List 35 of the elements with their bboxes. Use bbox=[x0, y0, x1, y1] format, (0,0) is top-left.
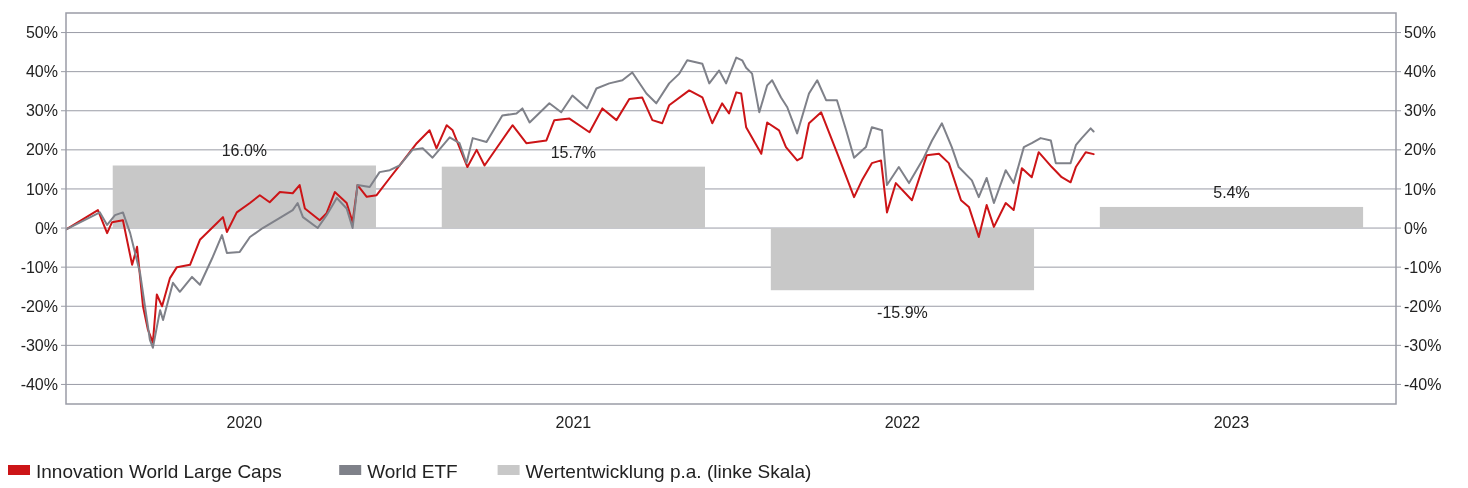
x-tick-label: 2022 bbox=[884, 414, 921, 431]
legend-label: World ETF bbox=[367, 461, 458, 482]
data-label: 16.0% bbox=[221, 142, 268, 160]
legend-label: Wertentwicklung p.a. (linke Skala) bbox=[525, 461, 812, 482]
y2-tick-label: -40% bbox=[1404, 376, 1442, 394]
legend-label: Innovation World Large Caps bbox=[36, 461, 282, 482]
y-tick-label: 40% bbox=[25, 63, 58, 81]
bar bbox=[770, 228, 1035, 291]
y-tick-label: 50% bbox=[25, 24, 58, 42]
x-tick-label: 2023 bbox=[1213, 414, 1250, 431]
y2-tick-label: 10% bbox=[1404, 180, 1437, 198]
x-tick-label: 2020 bbox=[226, 414, 263, 431]
x-tick-label: 2021 bbox=[555, 414, 592, 431]
y-tick-label: 20% bbox=[25, 141, 58, 159]
y2-tick-label: 50% bbox=[1404, 24, 1437, 42]
y2-tick-label: 40% bbox=[1404, 63, 1437, 81]
y2-tick-label: 30% bbox=[1404, 102, 1437, 120]
y-tick-label: -30% bbox=[20, 336, 58, 354]
bar bbox=[112, 165, 376, 229]
data-label: 5.4% bbox=[1213, 183, 1250, 201]
y-tick-label: -10% bbox=[20, 258, 58, 276]
y2-tick-label: -20% bbox=[1404, 297, 1442, 315]
y-tick-label: -20% bbox=[20, 297, 58, 315]
data-label: 15.7% bbox=[550, 143, 597, 161]
y-tick-label: -40% bbox=[20, 376, 58, 394]
y-tick-label: 0% bbox=[34, 219, 58, 237]
y-tick-label: 30% bbox=[25, 102, 58, 120]
y2-tick-label: -30% bbox=[1404, 336, 1442, 354]
bar bbox=[441, 166, 706, 229]
y2-tick-label: 20% bbox=[1404, 141, 1437, 159]
y-tick-label: 10% bbox=[25, 180, 58, 198]
bar bbox=[1099, 206, 1364, 229]
y2-tick-label: 0% bbox=[1404, 219, 1428, 237]
data-label: -15.9% bbox=[877, 304, 928, 322]
y2-tick-label: -10% bbox=[1404, 258, 1442, 276]
